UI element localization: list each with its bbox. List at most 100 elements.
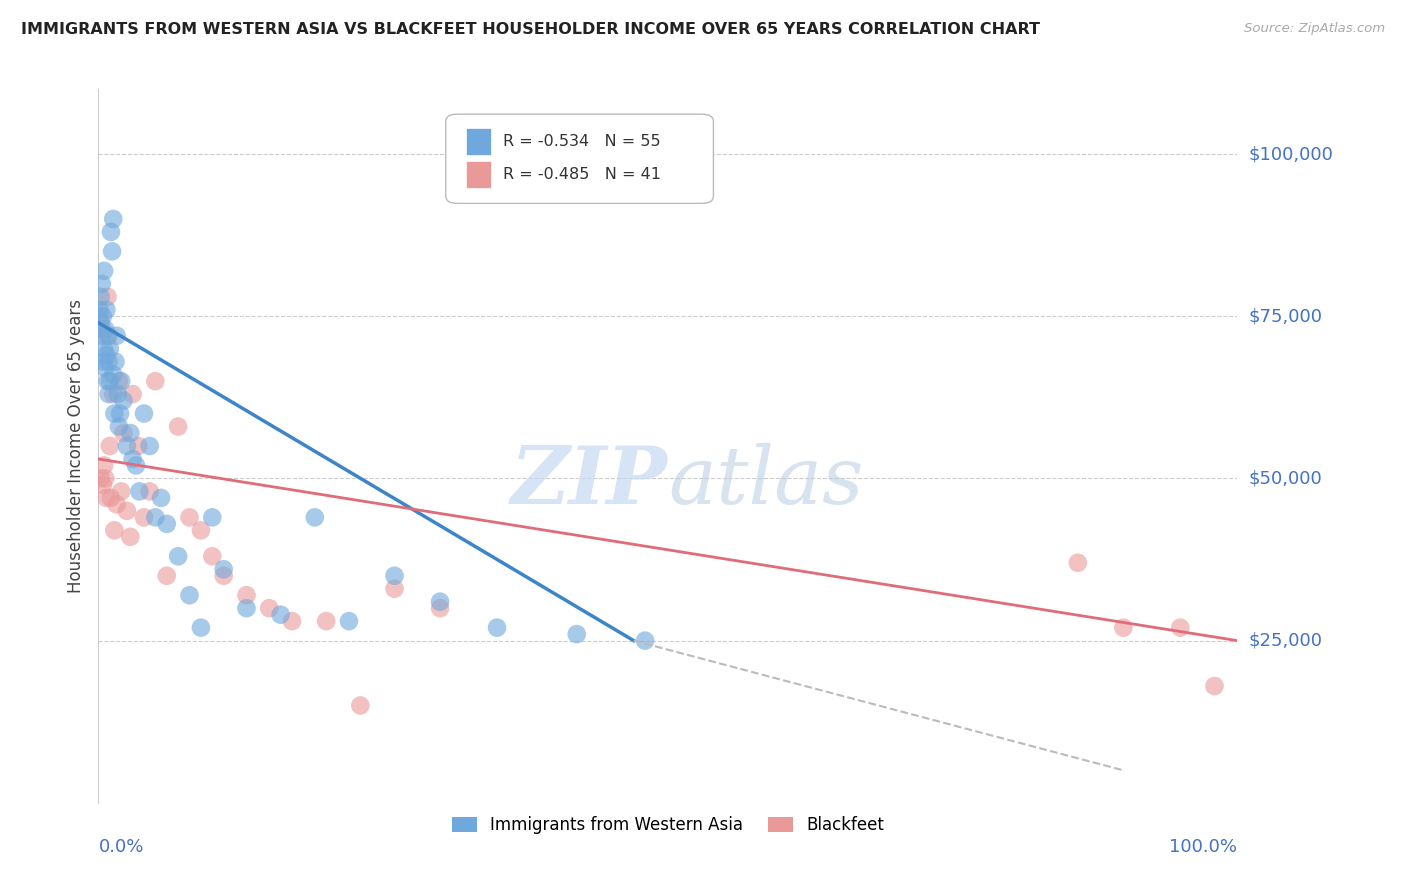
Point: [103, 211, 125, 226]
Point: [94, 471, 117, 485]
Point: [1067, 556, 1090, 570]
FancyBboxPatch shape: [467, 128, 491, 155]
Point: [96, 302, 118, 317]
Point: [201, 549, 224, 564]
Point: [90, 471, 112, 485]
Point: [115, 504, 138, 518]
Point: [98, 439, 121, 453]
Point: [384, 582, 406, 596]
Point: [1204, 679, 1226, 693]
Point: [90, 328, 112, 343]
Point: [235, 588, 257, 602]
Text: ZIP: ZIP: [510, 443, 668, 520]
Point: [132, 407, 155, 421]
Point: [98, 374, 121, 388]
Point: [304, 510, 326, 524]
Text: atlas: atlas: [668, 443, 863, 520]
Point: [90, 316, 112, 330]
Point: [281, 614, 304, 628]
Point: [150, 491, 173, 505]
Point: [90, 290, 112, 304]
Point: [96, 491, 118, 505]
Point: [103, 524, 125, 538]
Text: IMMIGRANTS FROM WESTERN ASIA VS BLACKFEET HOUSEHOLDER INCOME OVER 65 YEARS CORRE: IMMIGRANTS FROM WESTERN ASIA VS BLACKFEE…: [21, 22, 1040, 37]
Point: [96, 348, 118, 362]
Point: [90, 322, 112, 336]
FancyBboxPatch shape: [446, 114, 713, 203]
Point: [94, 361, 117, 376]
Point: [190, 524, 212, 538]
Point: [110, 374, 132, 388]
Point: [179, 510, 201, 524]
Point: [120, 425, 142, 440]
Point: [156, 568, 179, 582]
Point: [97, 328, 120, 343]
Point: [337, 614, 360, 628]
Point: [138, 439, 160, 453]
Point: [132, 510, 155, 524]
Point: [1170, 621, 1192, 635]
Point: [96, 374, 118, 388]
Point: [634, 633, 657, 648]
Point: [120, 530, 142, 544]
Point: [212, 562, 235, 576]
Text: R = -0.485   N = 41: R = -0.485 N = 41: [503, 168, 661, 182]
Text: $50,000: $50,000: [1249, 469, 1322, 487]
Point: [103, 368, 125, 382]
Point: [128, 484, 150, 499]
Point: [103, 407, 125, 421]
Point: [167, 549, 190, 564]
Text: R = -0.534   N = 55: R = -0.534 N = 55: [503, 134, 661, 149]
Text: Source: ZipAtlas.com: Source: ZipAtlas.com: [1244, 22, 1385, 36]
Point: [89, 302, 111, 317]
Point: [108, 374, 131, 388]
Point: [384, 568, 406, 582]
Point: [259, 601, 281, 615]
Point: [97, 387, 120, 401]
Point: [91, 354, 114, 368]
Point: [100, 225, 122, 239]
Point: [103, 387, 125, 401]
Text: $75,000: $75,000: [1249, 307, 1323, 326]
Point: [104, 354, 127, 368]
Point: [90, 277, 112, 291]
Point: [115, 439, 138, 453]
Point: [190, 621, 212, 635]
Point: [93, 342, 115, 356]
Point: [235, 601, 257, 615]
Point: [108, 407, 131, 421]
Point: [121, 452, 143, 467]
Point: [112, 425, 135, 440]
Point: [145, 374, 167, 388]
Point: [112, 393, 135, 408]
Point: [270, 607, 292, 622]
Legend: Immigrants from Western Asia, Blackfeet: Immigrants from Western Asia, Blackfeet: [444, 810, 891, 841]
Point: [97, 354, 120, 368]
Point: [145, 510, 167, 524]
FancyBboxPatch shape: [467, 161, 491, 188]
Point: [96, 328, 118, 343]
Point: [565, 627, 588, 641]
Point: [315, 614, 337, 628]
Point: [98, 342, 121, 356]
Text: $100,000: $100,000: [1249, 145, 1333, 163]
Point: [429, 595, 451, 609]
Point: [91, 310, 114, 324]
Point: [167, 419, 190, 434]
Point: [349, 698, 371, 713]
Point: [121, 387, 143, 401]
Y-axis label: Householder Income Over 65 years: Householder Income Over 65 years: [66, 299, 84, 593]
Point: [486, 621, 509, 635]
Point: [1112, 621, 1135, 635]
Point: [91, 478, 114, 492]
Point: [107, 387, 129, 401]
Point: [156, 516, 179, 531]
Point: [100, 491, 122, 505]
Point: [96, 290, 118, 304]
Point: [127, 439, 149, 453]
Point: [125, 458, 148, 473]
Text: 100.0%: 100.0%: [1170, 838, 1237, 856]
Point: [105, 328, 128, 343]
Point: [105, 497, 128, 511]
Point: [179, 588, 201, 602]
